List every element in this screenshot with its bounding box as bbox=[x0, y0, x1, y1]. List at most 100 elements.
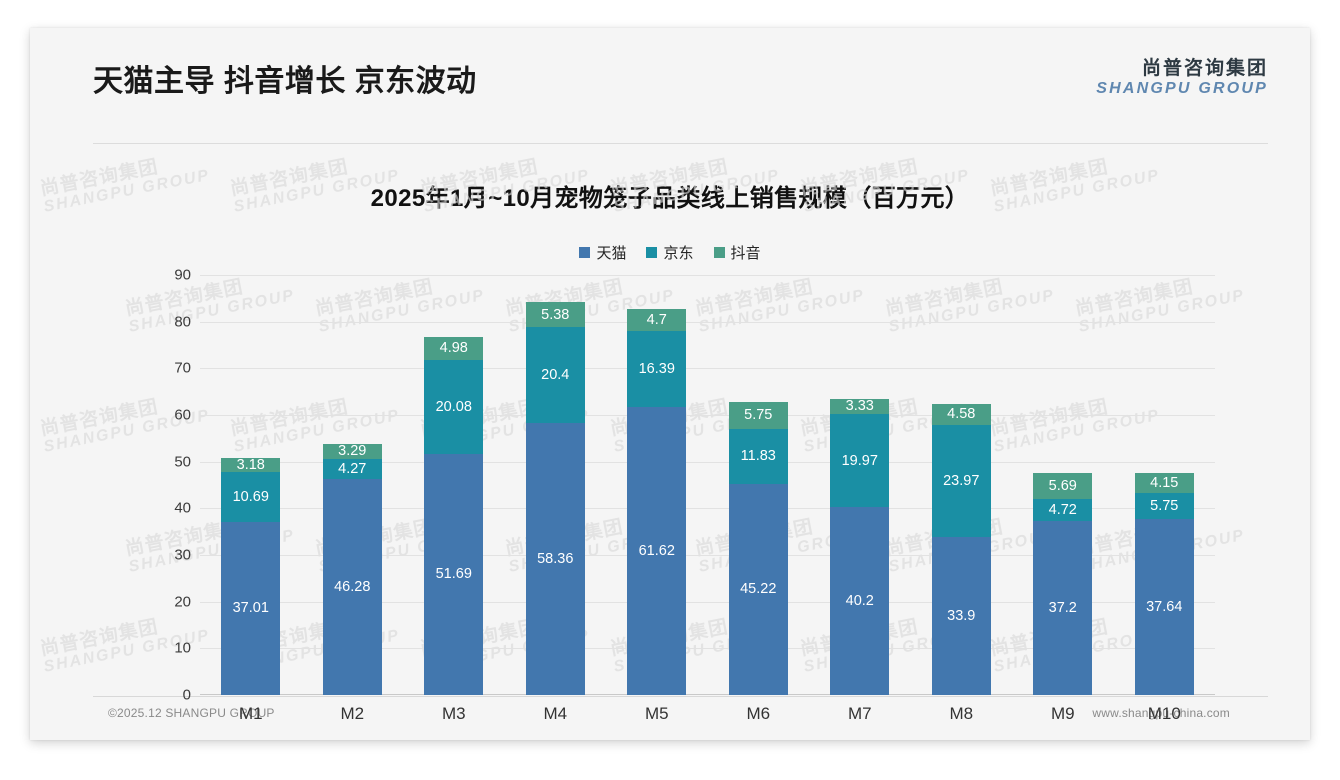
bar-column-m4[interactable]: 5.38 20.4 58.36 bbox=[525, 302, 585, 695]
bar-segment-天猫[interactable]: 46.28 bbox=[322, 479, 382, 695]
bar-segment-京东[interactable]: 20.4 bbox=[525, 327, 585, 423]
bar-value-label: 61.62 bbox=[638, 542, 675, 559]
bar-segment-京东[interactable]: 19.97 bbox=[830, 414, 890, 508]
bar-value-label: 3.29 bbox=[338, 443, 367, 460]
logo-chinese-text: 尚普咨询集团 bbox=[1141, 58, 1268, 79]
x-axis-tick-label: M8 bbox=[949, 704, 974, 723]
bar-value-label: 3.18 bbox=[236, 456, 265, 473]
bar-value-label: 51.69 bbox=[435, 566, 472, 583]
bar-segment-抖音[interactable]: 4.7 bbox=[627, 309, 687, 331]
bar-segment-京东[interactable]: 4.27 bbox=[322, 459, 382, 480]
legend-label: 天猫 bbox=[596, 245, 627, 262]
bar-value-label: 46.28 bbox=[334, 578, 371, 595]
y-axis-tick-label: 60 bbox=[174, 406, 191, 424]
chart-plot-area: 90 80 70 60 50 40 30 20 10 0 3.18 10.69 37.01 M1 3.29 4… bbox=[174, 267, 1215, 723]
bar-segment-天猫[interactable]: 33.9 bbox=[931, 536, 991, 695]
bar-column-m10[interactable]: 4.15 5.75 37.64 bbox=[1134, 473, 1194, 695]
y-axis-tick-label: 30 bbox=[174, 546, 191, 564]
x-axis-tick-label: M10 bbox=[1147, 704, 1181, 723]
bar-value-label: 20.08 bbox=[435, 398, 472, 415]
footer-divider bbox=[93, 696, 1268, 697]
bar-column-m3[interactable]: 4.98 20.08 51.69 bbox=[424, 336, 484, 695]
bar-segment-京东[interactable]: 5.75 bbox=[1134, 492, 1194, 520]
bar-segment-京东[interactable]: 4.72 bbox=[1033, 499, 1093, 522]
bar-segment-抖音[interactable]: 4.58 bbox=[931, 403, 991, 425]
y-axis-tick-label: 90 bbox=[174, 266, 191, 284]
bar-segment-天猫[interactable]: 37.01 bbox=[221, 522, 281, 695]
legend-item-2[interactable]: 京东 bbox=[646, 242, 694, 263]
grid-line bbox=[200, 648, 1215, 650]
bar-value-label: 10.69 bbox=[232, 489, 269, 506]
bar-segment-抖音[interactable]: 5.75 bbox=[728, 401, 788, 429]
bar-value-label: 23.97 bbox=[943, 472, 980, 489]
bar-column-m8[interactable]: 4.58 23.97 33.9 bbox=[931, 403, 991, 695]
bar-segment-抖音[interactable]: 3.29 bbox=[322, 443, 382, 460]
legend-swatch-icon bbox=[579, 247, 591, 258]
bar-segment-抖音[interactable]: 4.15 bbox=[1134, 473, 1194, 493]
x-axis-tick-label: M3 bbox=[441, 704, 466, 723]
bar-value-label: 37.2 bbox=[1048, 599, 1077, 616]
header-divider bbox=[93, 143, 1268, 144]
bar-segment-抖音[interactable]: 4.98 bbox=[424, 336, 484, 361]
legend-item-1[interactable]: 天猫 bbox=[579, 242, 626, 263]
bar-value-label: 33.9 bbox=[947, 607, 976, 624]
grid-line bbox=[200, 555, 1215, 556]
bar-segment-天猫[interactable]: 45.22 bbox=[728, 483, 788, 695]
grid-line bbox=[200, 508, 1215, 510]
bar-segment-抖音[interactable]: 3.33 bbox=[830, 398, 890, 415]
grid-line bbox=[200, 461, 1215, 463]
x-axis-tick-label: M6 bbox=[746, 704, 771, 723]
bar-value-label: 37.64 bbox=[1146, 598, 1183, 615]
grid-line bbox=[200, 368, 1215, 370]
bar-column-m1[interactable]: 3.18 10.69 37.01 bbox=[221, 456, 281, 695]
bar-column-m5[interactable]: 4.7 16.39 61.62 bbox=[627, 309, 687, 695]
bar-value-label: 37.01 bbox=[232, 600, 269, 617]
bar-value-label: 45.22 bbox=[740, 581, 777, 598]
legend-swatch-icon bbox=[646, 247, 658, 258]
bar-value-label: 4.15 bbox=[1150, 474, 1179, 491]
bar-value-label: 20.4 bbox=[541, 366, 570, 383]
bar-value-label: 4.58 bbox=[947, 406, 976, 423]
bar-segment-天猫[interactable]: 58.36 bbox=[525, 422, 585, 695]
bar-segment-京东[interactable]: 11.83 bbox=[728, 428, 788, 484]
legend-swatch-icon bbox=[713, 247, 725, 258]
grid-line bbox=[200, 321, 1215, 323]
bar-column-m2[interactable]: 3.29 4.27 46.28 bbox=[322, 443, 382, 695]
bar-segment-抖音[interactable]: 5.69 bbox=[1033, 472, 1093, 500]
bar-value-label: 4.72 bbox=[1048, 502, 1077, 519]
grid-line bbox=[200, 601, 1215, 603]
bar-value-label: 58.36 bbox=[537, 550, 574, 567]
bar-segment-天猫[interactable]: 51.69 bbox=[424, 453, 484, 695]
y-axis-tick-label: 10 bbox=[174, 639, 191, 657]
legend-item-3[interactable]: 抖音 bbox=[713, 242, 761, 263]
grid-line bbox=[200, 415, 1215, 416]
grid-line bbox=[200, 275, 1215, 276]
bar-segment-京东[interactable]: 23.97 bbox=[931, 424, 991, 537]
bar-value-label: 4.27 bbox=[338, 460, 367, 477]
x-axis-tick-label: M4 bbox=[543, 704, 568, 723]
bar-value-label: 5.38 bbox=[541, 306, 570, 323]
x-axis-tick-label: M9 bbox=[1050, 704, 1075, 723]
bar-column-m6[interactable]: 5.75 11.83 45.22 bbox=[728, 401, 788, 695]
bar-segment-京东[interactable]: 10.69 bbox=[221, 472, 281, 523]
footer-copyright: ©2025.12 SHANGPU GROUP bbox=[108, 706, 275, 720]
bar-segment-天猫[interactable]: 37.64 bbox=[1134, 519, 1194, 695]
bar-segment-京东[interactable]: 20.08 bbox=[424, 360, 484, 454]
bar-segment-天猫[interactable]: 40.2 bbox=[830, 507, 890, 695]
bar-segment-抖音[interactable]: 5.38 bbox=[525, 302, 585, 328]
bar-value-label: 3.33 bbox=[845, 398, 874, 415]
bar-value-label: 19.97 bbox=[841, 452, 878, 469]
bar-column-m7[interactable]: 3.33 19.97 40.2 bbox=[830, 398, 890, 695]
bar-value-label: 4.7 bbox=[646, 311, 667, 328]
chart-legend: 天猫 京东 抖音 bbox=[30, 242, 1310, 263]
bar-segment-京东[interactable]: 16.39 bbox=[627, 330, 687, 408]
bar-segment-抖音[interactable]: 3.18 bbox=[221, 456, 281, 473]
bar-value-label: 5.75 bbox=[1150, 497, 1179, 514]
bar-segment-天猫[interactable]: 61.62 bbox=[627, 407, 687, 695]
bar-segment-天猫[interactable]: 37.2 bbox=[1033, 521, 1093, 695]
bar-value-label: 5.69 bbox=[1048, 477, 1077, 494]
y-axis-tick-label: 0 bbox=[182, 686, 191, 704]
bar-column-m9[interactable]: 5.69 4.72 37.2 bbox=[1033, 472, 1093, 695]
y-axis-tick-label: 50 bbox=[174, 453, 191, 471]
footer-website[interactable]: www.shangpu-china.com bbox=[1092, 706, 1230, 720]
